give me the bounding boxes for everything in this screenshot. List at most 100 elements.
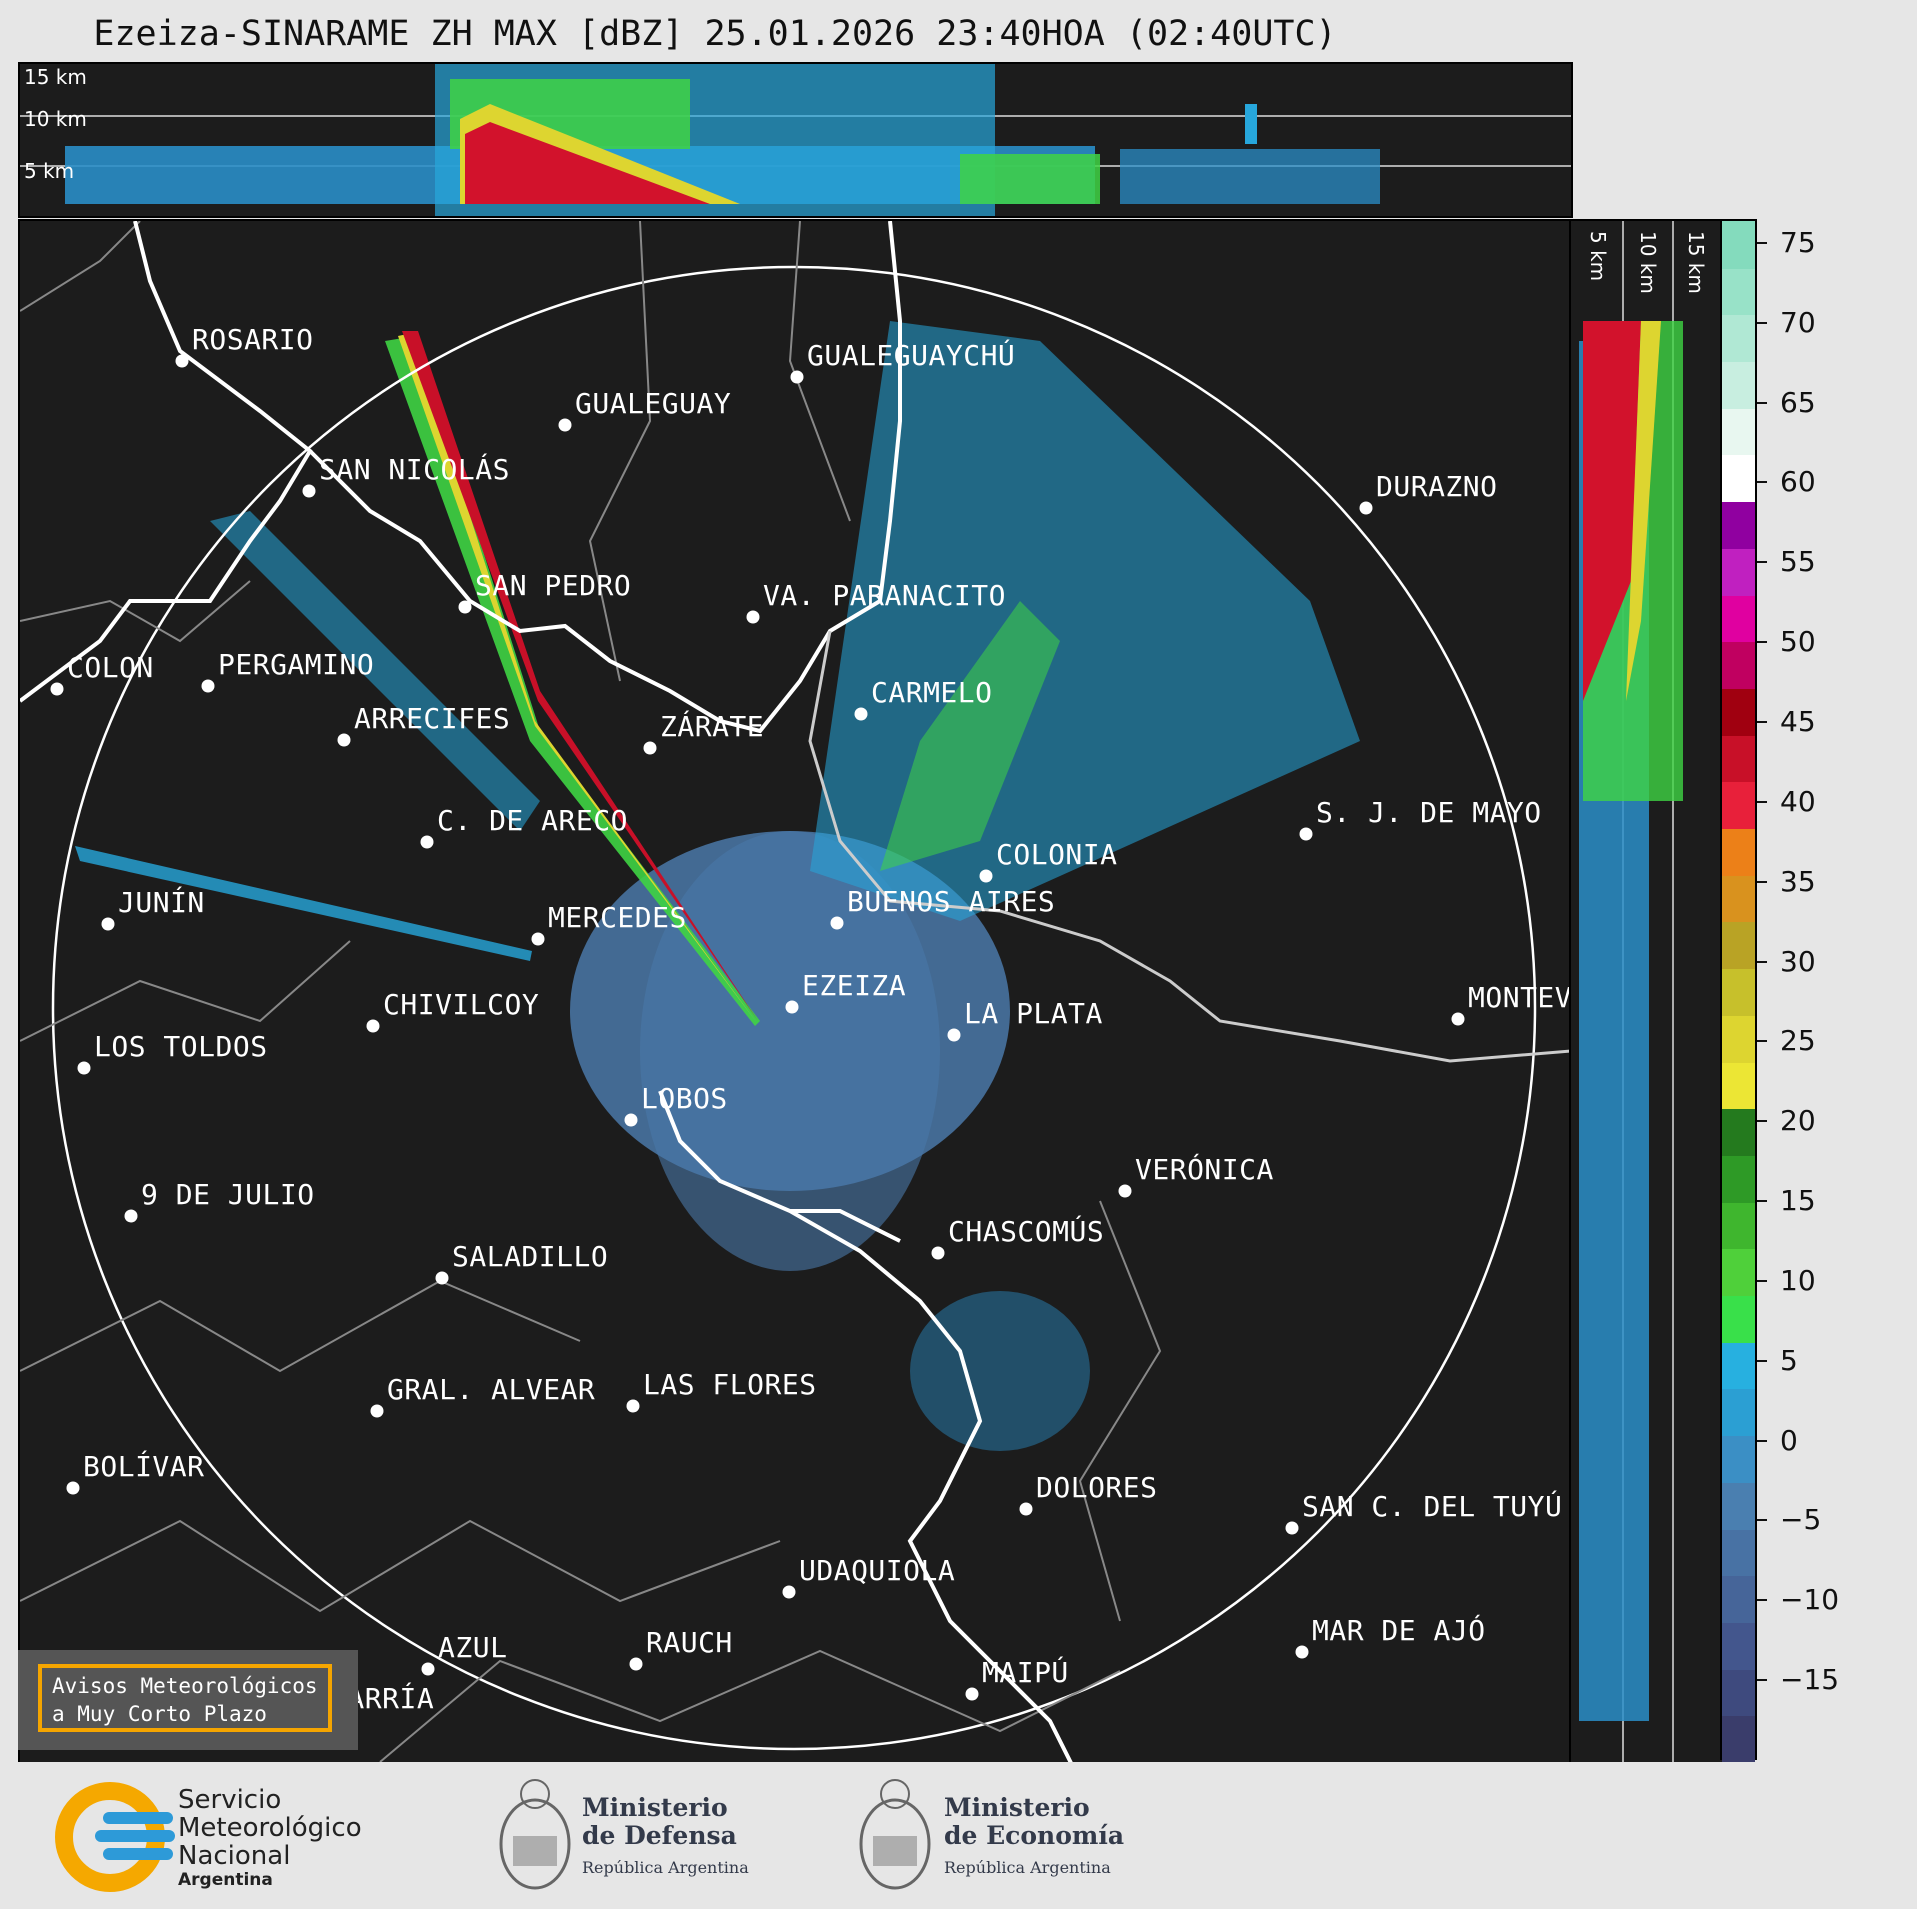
- colorbar-segment: [1722, 1201, 1755, 1250]
- city-marker: [624, 1113, 638, 1127]
- city-marker: [830, 916, 844, 930]
- colorbar-segment: [1722, 1575, 1755, 1623]
- city-label: ROSARIO: [192, 323, 314, 356]
- echo-column-red: [1583, 321, 1641, 701]
- city-marker: [531, 932, 545, 946]
- colorbar-segment: [1722, 1388, 1755, 1437]
- avisos-line-1: Avisos Meteorológicos: [52, 1674, 318, 1698]
- city-label: 9 DE JULIO: [141, 1178, 315, 1211]
- colorbar-tick: [1757, 561, 1767, 564]
- city-marker: [782, 1585, 796, 1599]
- colorbar-tick: [1757, 1040, 1767, 1043]
- colorbar-segment: [1722, 1248, 1755, 1297]
- radar-map[interactable]: [18, 219, 1573, 1764]
- echo-beam-nw-red: [402, 331, 758, 1021]
- colorbar-tick-label: 0: [1780, 1423, 1798, 1457]
- echo-band-right: [1120, 149, 1380, 204]
- city-label: C. DE ARECO: [437, 804, 628, 837]
- smn-logo-icon: [55, 1782, 175, 1892]
- city-label: VERÓNICA: [1135, 1153, 1274, 1186]
- range-ring: [51, 265, 1537, 1751]
- city-label: LA PLATA: [964, 997, 1103, 1030]
- city-label: ZÁRATE: [660, 710, 765, 743]
- colorbar-segment: [1722, 1014, 1755, 1063]
- colorbar-segment: [1722, 361, 1755, 409]
- city-label: BOLÍVAR: [83, 1450, 205, 1483]
- city-marker: [1295, 1645, 1309, 1659]
- city-marker: [66, 1481, 80, 1495]
- height-label-10km-v: 10 km: [1636, 231, 1660, 294]
- city-label: BUENOS AIRES: [847, 885, 1056, 918]
- city-marker: [175, 354, 189, 368]
- city-label: COLON: [67, 651, 154, 684]
- top-cross-section-plot: 15 km 10 km 5 km: [20, 64, 1571, 216]
- colorbar-segment: [1722, 501, 1755, 549]
- height-label-10km: 10 km: [24, 107, 87, 131]
- city-marker: [302, 484, 316, 498]
- colorbar-tick-label: 50: [1780, 625, 1816, 659]
- colorbar-tick-label: 70: [1780, 305, 1816, 339]
- city-label: MERCEDES: [548, 901, 687, 934]
- colorbar-tick: [1757, 1439, 1767, 1442]
- city-marker: [629, 1657, 643, 1671]
- city-marker: [77, 1061, 91, 1075]
- city-marker: [626, 1399, 640, 1413]
- avisos-box[interactable]: Avisos Meteorológicos a Muy Corto Plazo: [18, 1650, 358, 1750]
- colorbar: [1720, 219, 1757, 1763]
- colorbar-tick-label: 75: [1780, 225, 1816, 259]
- city-label: GUALEGUAYCHÚ: [807, 339, 1016, 372]
- avisos-link[interactable]: Avisos Meteorológicos a Muy Corto Plazo: [38, 1664, 332, 1732]
- colorbar-tick: [1757, 241, 1767, 244]
- colorbar-segment: [1722, 454, 1755, 503]
- colorbar-tick: [1757, 481, 1767, 484]
- city-marker: [337, 733, 351, 747]
- city-marker: [366, 1019, 380, 1033]
- city-marker: [785, 1000, 799, 1014]
- colorbar-tick: [1757, 1359, 1767, 1362]
- chart-title: Ezeiza-SINARAME ZH MAX [dBZ] 25.01.2026 …: [93, 14, 1337, 54]
- echo-fan-ne-green: [880, 601, 1060, 871]
- colorbar-segment: [1722, 1621, 1755, 1670]
- economia-seal-icon: [859, 1779, 931, 1890]
- city-marker: [1019, 1502, 1033, 1516]
- city-marker: [790, 370, 804, 384]
- colorbar-tick: [1757, 960, 1767, 963]
- right-cross-section: 5 km 10 km 15 km: [1569, 219, 1724, 1764]
- colorbar-tick-label: 20: [1780, 1104, 1816, 1138]
- colorbar-tick: [1757, 641, 1767, 644]
- colorbar-tick: [1757, 800, 1767, 803]
- colorbar-tick: [1757, 1279, 1767, 1282]
- colorbar-tick-label: 30: [1780, 944, 1816, 978]
- city-label: MAIPÚ: [982, 1656, 1069, 1689]
- colorbar-tick-label: 55: [1780, 545, 1816, 579]
- city-marker: [854, 707, 868, 721]
- colorbar-segment: [1722, 874, 1755, 923]
- city-label: LAS FLORES: [643, 1368, 817, 1401]
- colorbar-tick: [1757, 321, 1767, 324]
- echo-spot: [1245, 104, 1257, 144]
- river-uruguay: [808, 630, 1571, 1063]
- colorbar-segment: [1722, 641, 1755, 689]
- colorbar-tick-label: 60: [1780, 465, 1816, 499]
- radar-map-svg: [20, 221, 1571, 1762]
- economia-sub: República Argentina: [944, 1858, 1111, 1877]
- colorbar-segment: [1722, 687, 1755, 736]
- city-marker: [201, 679, 215, 693]
- city-label: LOS TOLDOS: [94, 1030, 268, 1063]
- top-cross-section: 15 km 10 km 5 km: [18, 62, 1573, 218]
- colorbar-segment: [1722, 267, 1755, 316]
- colorbar-tick-label: 25: [1780, 1024, 1816, 1058]
- colorbar-segment: [1722, 1668, 1755, 1717]
- colorbar-segment: [1722, 1435, 1755, 1483]
- city-label: MAR DE AJÓ: [1312, 1614, 1486, 1647]
- colorbar-tick-label: 5: [1780, 1343, 1798, 1377]
- colorbar-segment: [1722, 1341, 1755, 1390]
- city-label: DOLORES: [1036, 1471, 1158, 1504]
- height-label-15km: 15 km: [24, 65, 87, 89]
- colorbar-segment: [1722, 314, 1755, 363]
- colorbar-tick: [1757, 1679, 1767, 1682]
- city-label: ARRECIFES: [354, 702, 511, 735]
- echo-beam-w: [75, 846, 532, 961]
- footer: Servicio Meteorológico Nacional Argentin…: [0, 1762, 1917, 1909]
- city-marker: [50, 682, 64, 696]
